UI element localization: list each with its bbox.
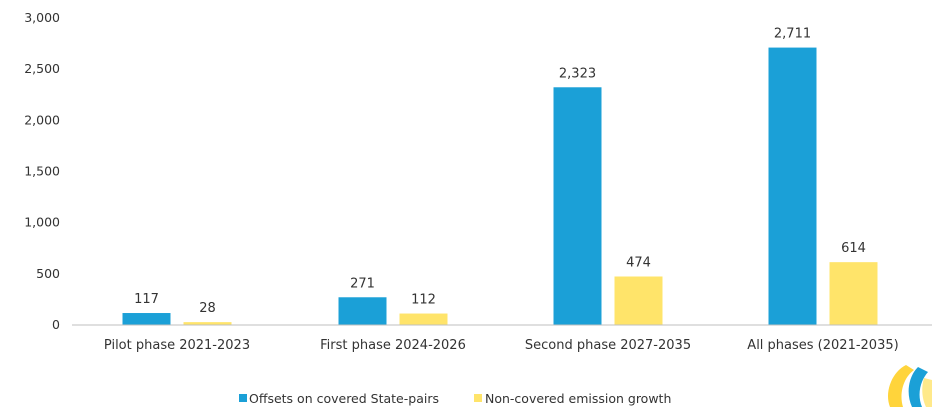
legend-swatch bbox=[239, 394, 247, 402]
y-tick-label: 3,000 bbox=[24, 10, 60, 25]
logo-mark-blue bbox=[908, 367, 928, 407]
y-axis: 0 500 1,000 1,500 2,000 2,500 3,000 bbox=[24, 10, 60, 332]
legend-item: Offsets on covered State-pairs bbox=[239, 391, 439, 406]
bar bbox=[399, 313, 448, 325]
bar bbox=[768, 47, 817, 325]
legend-label: Offsets on covered State-pairs bbox=[249, 391, 439, 406]
legend-swatch bbox=[474, 394, 482, 402]
x-axis: Pilot phase 2021-2023 First phase 2024-20… bbox=[72, 324, 932, 353]
logo-mark-yellow bbox=[887, 365, 914, 407]
x-tick-label: First phase 2024-2026 bbox=[320, 338, 466, 353]
data-label: 2,323 bbox=[559, 66, 596, 81]
data-labels: 117 271 2,323 2,711 28 112 474 614 bbox=[134, 27, 866, 317]
data-label: 474 bbox=[626, 255, 651, 270]
data-label: 2,711 bbox=[774, 27, 811, 42]
bar bbox=[553, 87, 602, 325]
y-tick-label: 0 bbox=[52, 317, 60, 332]
logo bbox=[887, 365, 932, 407]
bar bbox=[122, 313, 171, 325]
data-label: 28 bbox=[199, 301, 216, 316]
legend: Offsets on covered State-pairs Non-covere… bbox=[239, 391, 671, 406]
bar bbox=[183, 322, 232, 325]
data-label: 117 bbox=[134, 292, 159, 307]
data-label: 112 bbox=[411, 293, 436, 308]
y-tick-label: 2,500 bbox=[24, 61, 60, 76]
data-label: 271 bbox=[350, 276, 375, 291]
legend-label: Non-covered emission growth bbox=[485, 391, 671, 406]
legend-item: Non-covered emission growth bbox=[474, 391, 671, 406]
y-tick-label: 500 bbox=[36, 266, 60, 281]
y-tick-label: 1,000 bbox=[24, 215, 60, 230]
bar bbox=[338, 297, 387, 325]
bar bbox=[614, 276, 663, 325]
y-tick-label: 2,000 bbox=[24, 112, 60, 127]
y-tick-label: 1,500 bbox=[24, 164, 60, 179]
bars bbox=[122, 47, 878, 325]
logo-mark-light bbox=[922, 378, 932, 407]
data-label: 614 bbox=[841, 241, 866, 256]
bar bbox=[829, 262, 878, 325]
x-tick-label: All phases (2021-2035) bbox=[747, 338, 898, 353]
x-tick-label: Pilot phase 2021-2023 bbox=[104, 338, 250, 353]
x-tick-label: Second phase 2027-2035 bbox=[525, 338, 691, 353]
